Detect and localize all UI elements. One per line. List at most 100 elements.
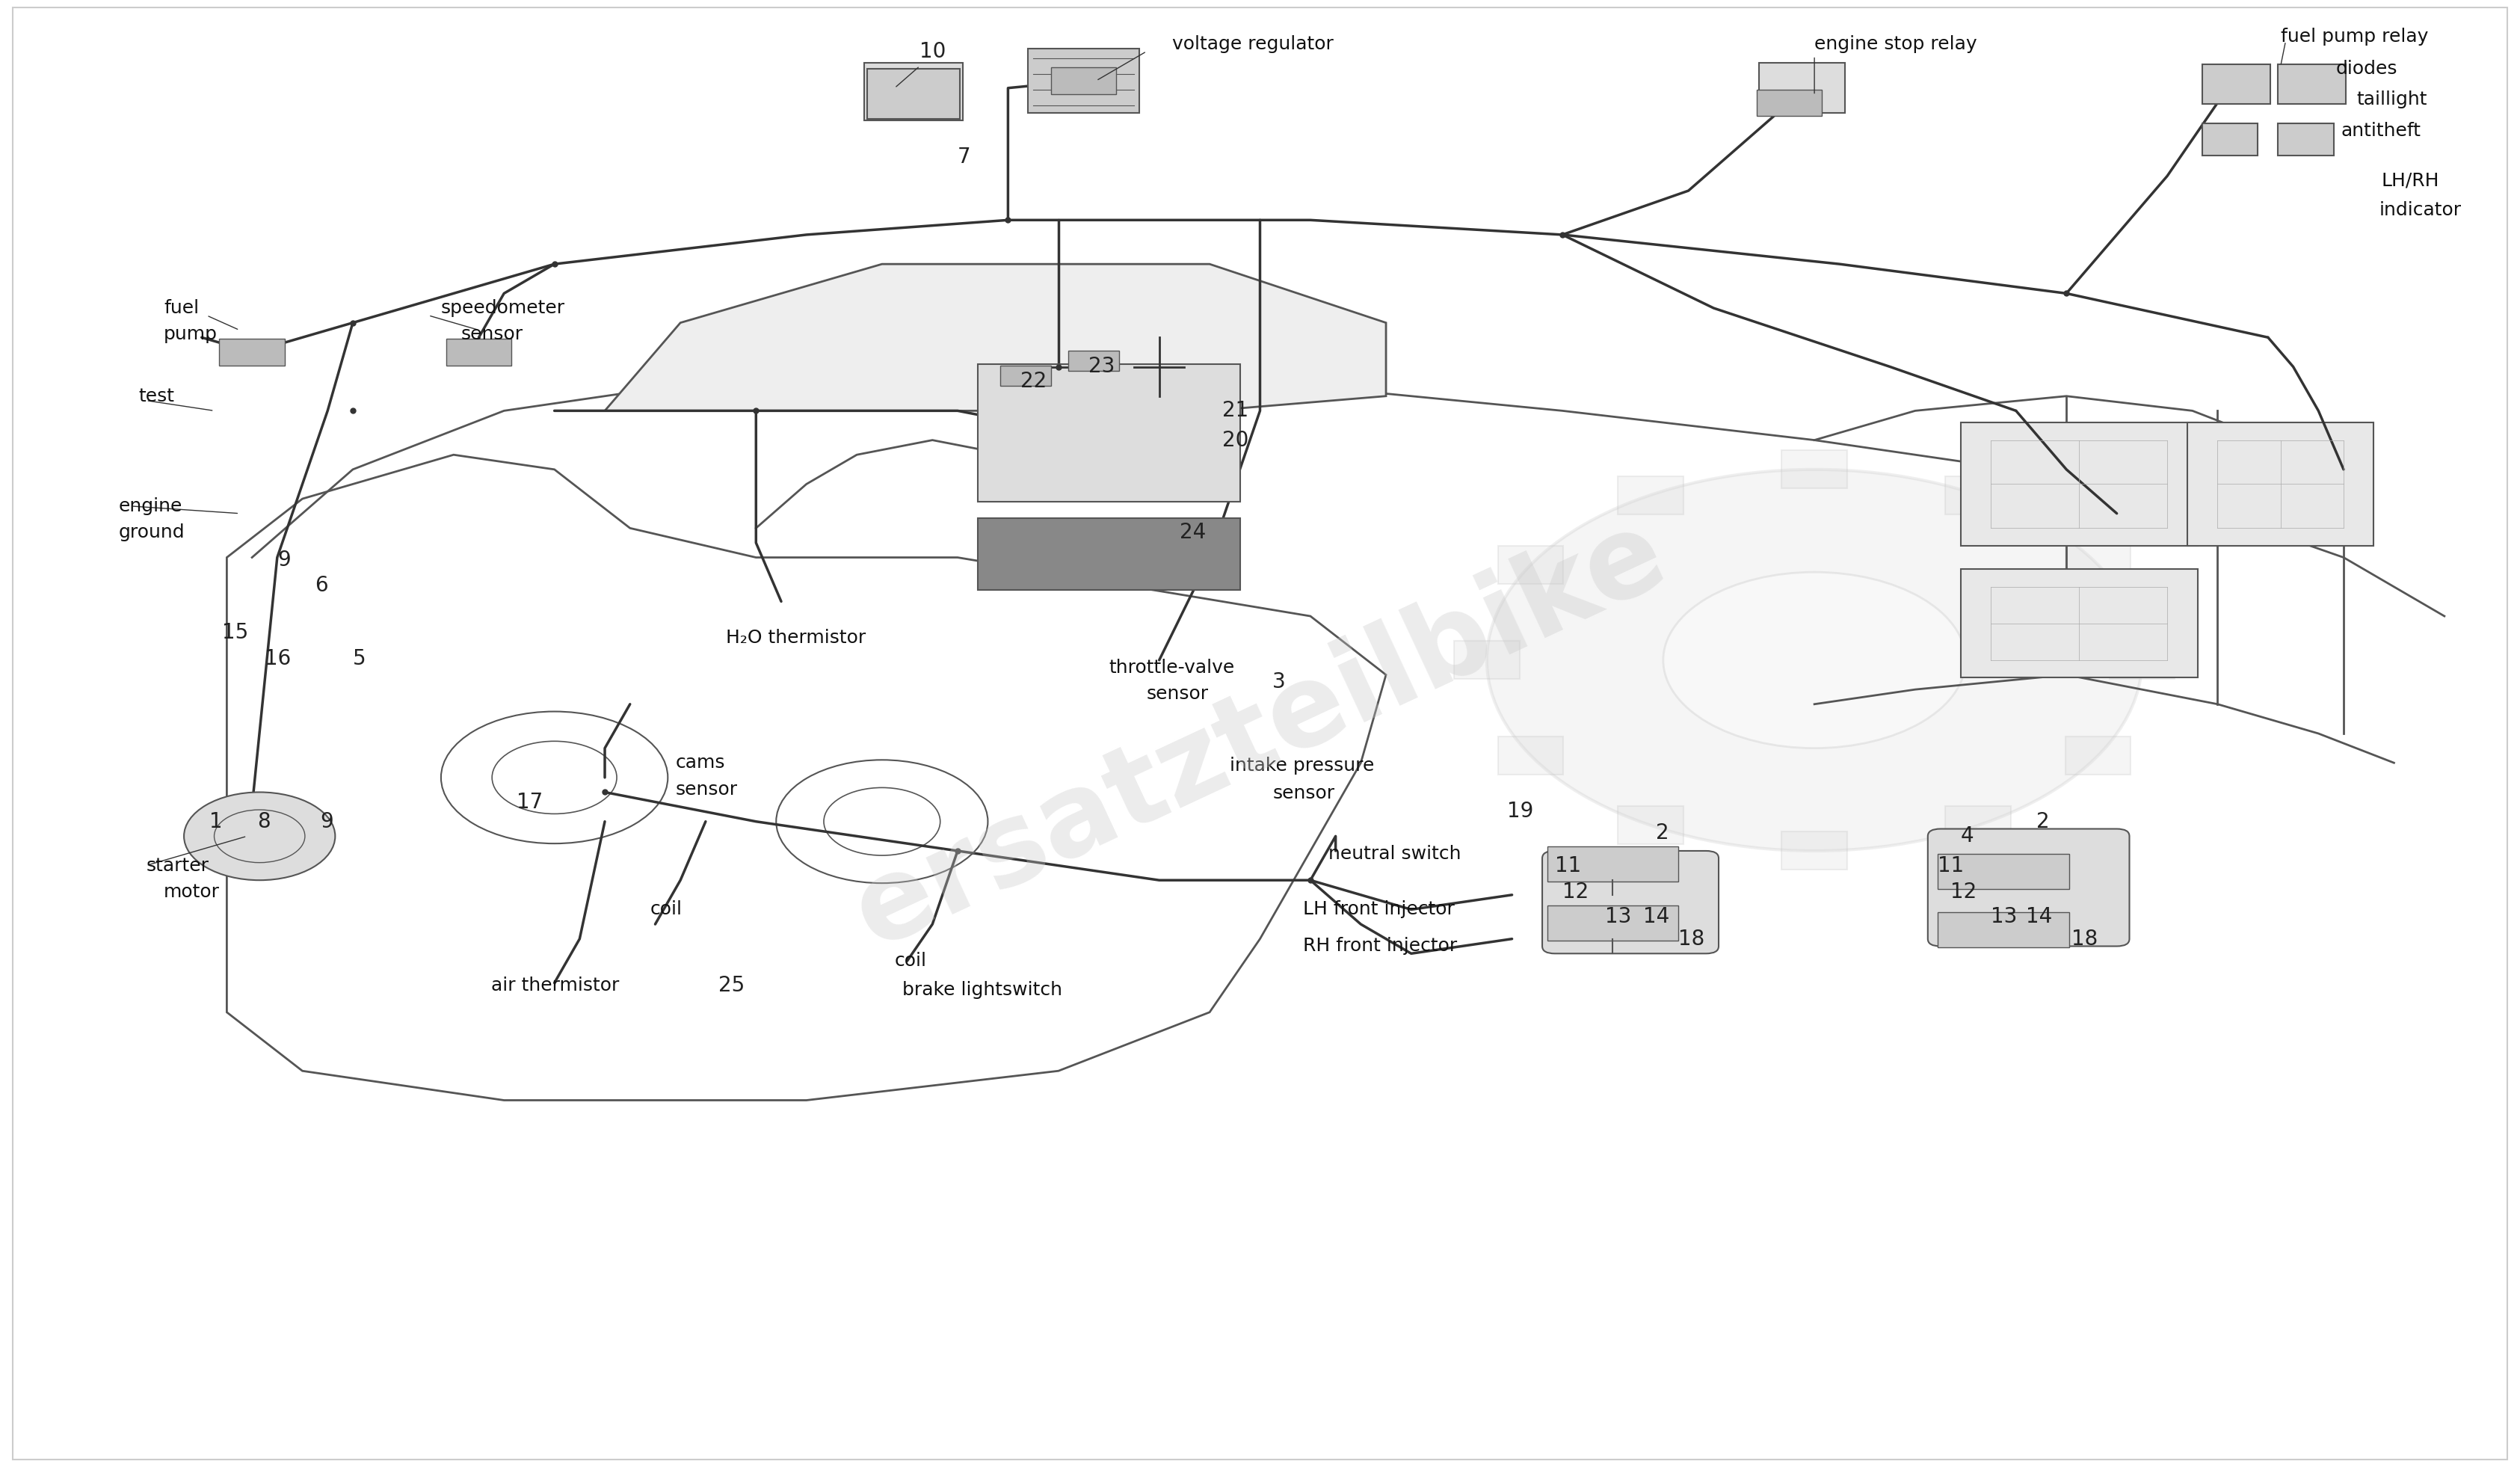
- Text: fuel: fuel: [164, 299, 199, 317]
- Text: pump: pump: [164, 326, 217, 343]
- Text: 11: 11: [1938, 855, 1963, 876]
- Text: 11: 11: [1555, 855, 1580, 876]
- FancyBboxPatch shape: [1756, 89, 1822, 116]
- Text: cams: cams: [675, 754, 726, 772]
- Text: 20: 20: [1222, 430, 1247, 450]
- FancyBboxPatch shape: [1938, 854, 2069, 889]
- Text: H₂O thermistor: H₂O thermistor: [726, 629, 867, 647]
- Text: antitheft: antitheft: [2341, 122, 2422, 139]
- Text: sensor: sensor: [1273, 785, 1336, 802]
- Text: LH/RH: LH/RH: [2381, 172, 2439, 189]
- Text: 2: 2: [1656, 823, 1668, 844]
- Text: 6: 6: [315, 575, 328, 596]
- FancyBboxPatch shape: [1547, 905, 1678, 940]
- FancyBboxPatch shape: [1759, 63, 1845, 113]
- FancyBboxPatch shape: [1961, 569, 2197, 678]
- Text: throttle-valve: throttle-valve: [1109, 659, 1235, 676]
- Text: diodes: diodes: [2336, 60, 2397, 78]
- Text: coil: coil: [650, 901, 683, 918]
- Text: 5: 5: [353, 648, 365, 669]
- Text: 1: 1: [209, 811, 222, 832]
- FancyBboxPatch shape: [1945, 475, 2011, 513]
- FancyBboxPatch shape: [864, 63, 963, 120]
- Text: ersatzteilbike: ersatzteilbike: [837, 497, 1683, 970]
- Text: taillight: taillight: [2356, 91, 2427, 109]
- FancyBboxPatch shape: [1068, 351, 1119, 371]
- Text: 8: 8: [257, 811, 270, 832]
- Text: 13: 13: [1605, 907, 1630, 927]
- Text: 10: 10: [920, 41, 945, 62]
- Text: speedometer: speedometer: [441, 299, 564, 317]
- Text: 18: 18: [2071, 929, 2097, 949]
- Text: 9: 9: [320, 811, 333, 832]
- FancyBboxPatch shape: [1547, 846, 1678, 882]
- FancyBboxPatch shape: [2066, 736, 2132, 775]
- Text: engine stop relay: engine stop relay: [1814, 35, 1978, 53]
- Text: test: test: [139, 387, 174, 405]
- FancyBboxPatch shape: [2066, 546, 2132, 584]
- Text: sensor: sensor: [1147, 685, 1210, 703]
- FancyBboxPatch shape: [2278, 123, 2334, 156]
- FancyBboxPatch shape: [1928, 829, 2129, 946]
- Text: fuel pump relay: fuel pump relay: [2281, 28, 2429, 45]
- Text: starter: starter: [146, 857, 209, 874]
- FancyBboxPatch shape: [1618, 475, 1683, 513]
- FancyBboxPatch shape: [2202, 123, 2258, 156]
- FancyBboxPatch shape: [978, 518, 1240, 590]
- Text: 2: 2: [2036, 811, 2049, 832]
- Text: 23: 23: [1089, 356, 1114, 377]
- Circle shape: [1487, 469, 2142, 851]
- Text: 13: 13: [1991, 907, 2016, 927]
- Text: 12: 12: [1562, 882, 1588, 902]
- FancyBboxPatch shape: [1542, 851, 1719, 954]
- Text: 12: 12: [1950, 882, 1976, 902]
- FancyBboxPatch shape: [2202, 65, 2271, 104]
- Text: 7: 7: [958, 147, 970, 167]
- Text: motor: motor: [164, 883, 219, 901]
- Text: 21: 21: [1222, 400, 1247, 421]
- Text: air thermistor: air thermistor: [491, 977, 620, 995]
- FancyBboxPatch shape: [1782, 450, 1847, 489]
- Text: ground: ground: [118, 524, 184, 541]
- Text: 18: 18: [1678, 929, 1704, 949]
- Text: sensor: sensor: [461, 326, 524, 343]
- Text: 4: 4: [1961, 826, 1973, 846]
- FancyBboxPatch shape: [1945, 807, 2011, 845]
- Text: 24: 24: [1179, 522, 1205, 543]
- FancyBboxPatch shape: [1961, 422, 2197, 546]
- Text: voltage regulator: voltage regulator: [1172, 35, 1333, 53]
- FancyBboxPatch shape: [867, 69, 960, 119]
- FancyBboxPatch shape: [978, 364, 1240, 502]
- FancyBboxPatch shape: [1000, 365, 1051, 386]
- FancyBboxPatch shape: [1497, 736, 1562, 775]
- FancyBboxPatch shape: [2187, 422, 2374, 546]
- FancyBboxPatch shape: [1454, 641, 1520, 679]
- FancyBboxPatch shape: [446, 339, 512, 365]
- Text: brake lightswitch: brake lightswitch: [902, 981, 1061, 999]
- Text: 19: 19: [1507, 801, 1532, 822]
- Text: 16: 16: [265, 648, 290, 669]
- Circle shape: [184, 792, 335, 880]
- FancyBboxPatch shape: [1028, 48, 1139, 113]
- Text: 14: 14: [2026, 907, 2051, 927]
- Text: intake pressure: intake pressure: [1230, 757, 1373, 775]
- FancyBboxPatch shape: [1938, 912, 2069, 948]
- Text: LH front injector: LH front injector: [1303, 901, 1454, 918]
- Text: 3: 3: [1273, 672, 1285, 692]
- Text: RH front injector: RH front injector: [1303, 937, 1457, 955]
- FancyBboxPatch shape: [219, 339, 285, 365]
- Circle shape: [1663, 572, 1966, 748]
- FancyBboxPatch shape: [2278, 65, 2346, 104]
- FancyBboxPatch shape: [2109, 641, 2175, 679]
- Text: 17: 17: [517, 792, 542, 813]
- Text: engine: engine: [118, 497, 181, 515]
- Text: sensor: sensor: [675, 780, 738, 798]
- Polygon shape: [605, 264, 1386, 411]
- FancyBboxPatch shape: [1497, 546, 1562, 584]
- FancyBboxPatch shape: [1618, 807, 1683, 845]
- Text: 15: 15: [222, 622, 247, 643]
- Text: 22: 22: [1021, 371, 1046, 392]
- Text: 9: 9: [277, 550, 290, 571]
- FancyBboxPatch shape: [1782, 832, 1847, 870]
- Text: indicator: indicator: [2379, 201, 2462, 219]
